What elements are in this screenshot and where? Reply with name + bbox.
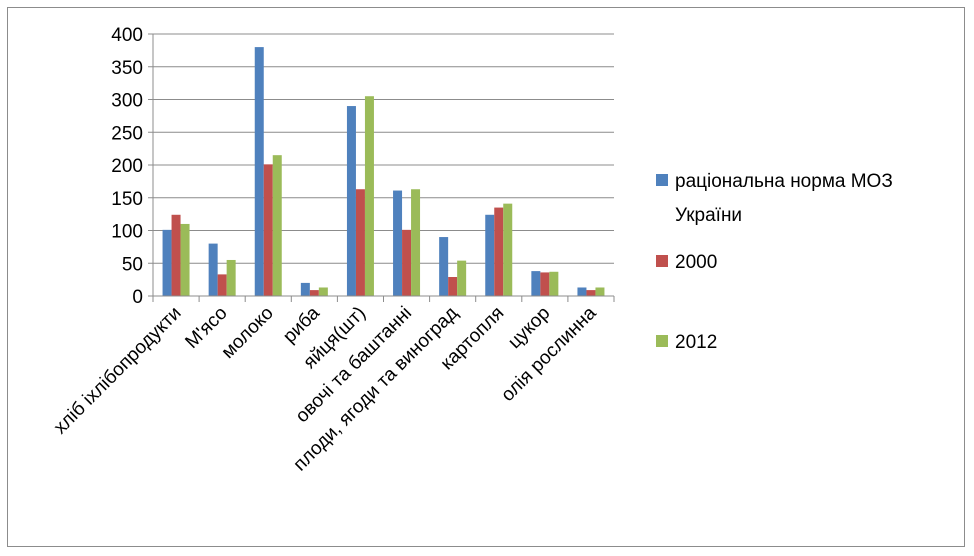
y-tick-label: 350 [111,58,143,79]
legend-swatch [656,335,668,347]
bar [272,155,282,296]
bar [171,214,181,296]
x-tick-label: молоко [218,303,278,363]
bar [364,96,374,296]
bar [439,237,449,296]
bar [411,189,421,296]
bars [162,47,605,296]
bar [503,203,513,296]
y-tick-label: 50 [122,254,143,275]
bar [180,223,190,296]
bar [162,229,172,296]
y-tick-label: 200 [111,156,143,177]
legend-label: 2000 [675,252,717,273]
bar [226,259,236,296]
bar [208,243,218,296]
bar [586,290,596,296]
bar [217,274,227,296]
bar [393,190,403,296]
y-tick-label: 300 [111,91,143,112]
bar [346,106,356,296]
y-tick-label: 0 [132,287,143,308]
bar [318,287,328,296]
y-tick-label: 250 [111,123,143,144]
bar [355,189,365,296]
y-axis: 0 50 100 150 200 250 300 350 400 [111,25,154,308]
bar [494,207,504,296]
bar [549,271,559,296]
legend-swatch [656,174,668,186]
gridlines [153,33,614,264]
bar [485,214,495,296]
bar [595,287,605,296]
legend-label: України [675,205,742,226]
bar [309,290,319,296]
bar [577,287,587,296]
x-tick-label: хліб іхлібопродукти [50,303,186,439]
bar [540,272,550,296]
legend: раціональна норма МОЗ України 2000 2012 [656,171,893,353]
legend-swatch [656,255,668,267]
bar [263,164,273,296]
bar [300,282,310,296]
bar [448,277,458,296]
legend-label: 2012 [675,332,717,353]
y-tick-label: 400 [111,25,143,46]
bar [254,47,264,296]
bar [531,271,541,296]
bar [457,260,467,296]
y-tick-label: 150 [111,189,143,210]
y-tick-label: 100 [111,222,143,243]
bar [402,229,412,296]
legend-label: раціональна норма МОЗ [675,171,893,192]
